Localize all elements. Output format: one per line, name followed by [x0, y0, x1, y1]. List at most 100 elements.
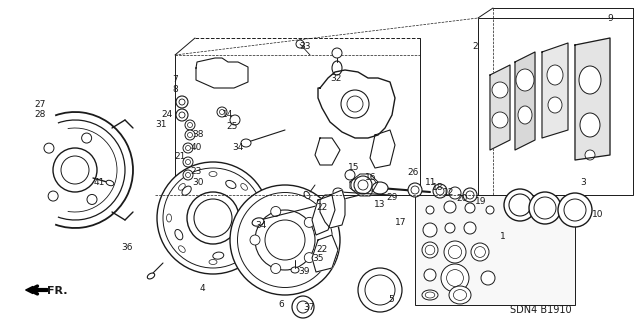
Ellipse shape: [179, 183, 185, 190]
Ellipse shape: [188, 122, 193, 128]
Ellipse shape: [433, 184, 447, 198]
Ellipse shape: [157, 162, 269, 274]
Text: 9: 9: [607, 14, 612, 23]
Ellipse shape: [252, 218, 264, 226]
Polygon shape: [196, 58, 248, 88]
Text: 34: 34: [255, 221, 266, 230]
Ellipse shape: [241, 139, 251, 147]
Text: 20: 20: [456, 194, 467, 203]
Ellipse shape: [179, 99, 185, 105]
Text: 10: 10: [592, 210, 604, 219]
Ellipse shape: [183, 170, 193, 180]
Ellipse shape: [182, 186, 191, 195]
Ellipse shape: [486, 206, 494, 214]
Ellipse shape: [255, 214, 259, 222]
Ellipse shape: [332, 61, 342, 75]
Ellipse shape: [237, 192, 333, 287]
Ellipse shape: [106, 180, 114, 186]
Ellipse shape: [465, 203, 475, 213]
Ellipse shape: [422, 290, 438, 300]
Ellipse shape: [411, 186, 419, 194]
Text: 33: 33: [299, 42, 310, 51]
Ellipse shape: [166, 214, 172, 222]
Ellipse shape: [183, 157, 193, 167]
Text: 39: 39: [298, 267, 310, 276]
Bar: [415, 195, 575, 305]
Text: 17: 17: [395, 218, 406, 227]
Bar: [478, 18, 633, 195]
Circle shape: [585, 150, 595, 160]
Polygon shape: [320, 190, 345, 228]
Polygon shape: [575, 38, 610, 160]
Circle shape: [332, 48, 342, 58]
Text: 27: 27: [34, 100, 45, 109]
Text: 1: 1: [500, 232, 506, 241]
Ellipse shape: [347, 96, 363, 112]
Circle shape: [492, 82, 508, 98]
Ellipse shape: [441, 264, 469, 292]
Ellipse shape: [213, 252, 224, 259]
Ellipse shape: [445, 223, 455, 233]
Ellipse shape: [183, 143, 193, 153]
Ellipse shape: [580, 113, 600, 137]
Text: 8: 8: [172, 85, 178, 94]
Ellipse shape: [186, 160, 191, 165]
Text: 14: 14: [222, 110, 234, 119]
Text: 35: 35: [312, 254, 323, 263]
Ellipse shape: [481, 271, 495, 285]
Circle shape: [44, 143, 54, 153]
Ellipse shape: [220, 109, 225, 115]
Ellipse shape: [444, 201, 456, 213]
Circle shape: [82, 133, 92, 143]
Text: 5: 5: [388, 295, 394, 304]
Ellipse shape: [354, 176, 372, 194]
Ellipse shape: [509, 194, 531, 216]
Ellipse shape: [449, 187, 461, 199]
Ellipse shape: [368, 179, 376, 191]
Ellipse shape: [304, 191, 310, 199]
Ellipse shape: [341, 90, 369, 118]
Circle shape: [48, 191, 58, 201]
Text: 22: 22: [316, 203, 327, 212]
Text: 3: 3: [580, 178, 586, 187]
Ellipse shape: [453, 290, 467, 300]
Ellipse shape: [185, 120, 195, 130]
Circle shape: [271, 263, 281, 273]
Ellipse shape: [255, 210, 315, 270]
Text: 29: 29: [386, 193, 397, 202]
Ellipse shape: [579, 66, 601, 94]
Ellipse shape: [188, 132, 193, 137]
Ellipse shape: [194, 199, 232, 237]
Text: 25: 25: [226, 122, 237, 131]
Text: 11: 11: [425, 178, 436, 187]
Ellipse shape: [436, 187, 444, 195]
Text: 2: 2: [472, 42, 477, 51]
Text: 16: 16: [365, 173, 376, 182]
Polygon shape: [370, 130, 395, 168]
Ellipse shape: [186, 173, 191, 177]
Polygon shape: [490, 65, 510, 150]
Ellipse shape: [422, 242, 438, 258]
Ellipse shape: [426, 206, 434, 214]
Polygon shape: [312, 195, 335, 235]
Ellipse shape: [291, 267, 299, 273]
Ellipse shape: [518, 106, 532, 124]
Ellipse shape: [297, 301, 309, 313]
Polygon shape: [315, 138, 340, 165]
Ellipse shape: [209, 259, 217, 264]
Text: 4: 4: [200, 284, 205, 293]
Ellipse shape: [358, 268, 402, 312]
Ellipse shape: [475, 247, 485, 257]
Ellipse shape: [447, 270, 463, 286]
Polygon shape: [515, 52, 535, 150]
Ellipse shape: [179, 246, 185, 252]
Text: 7: 7: [172, 75, 178, 84]
Ellipse shape: [186, 145, 191, 151]
Ellipse shape: [187, 192, 239, 244]
Ellipse shape: [247, 219, 254, 230]
Circle shape: [271, 206, 281, 217]
Text: 18: 18: [432, 183, 444, 192]
Polygon shape: [350, 174, 378, 196]
Ellipse shape: [449, 245, 461, 259]
Ellipse shape: [333, 188, 343, 196]
